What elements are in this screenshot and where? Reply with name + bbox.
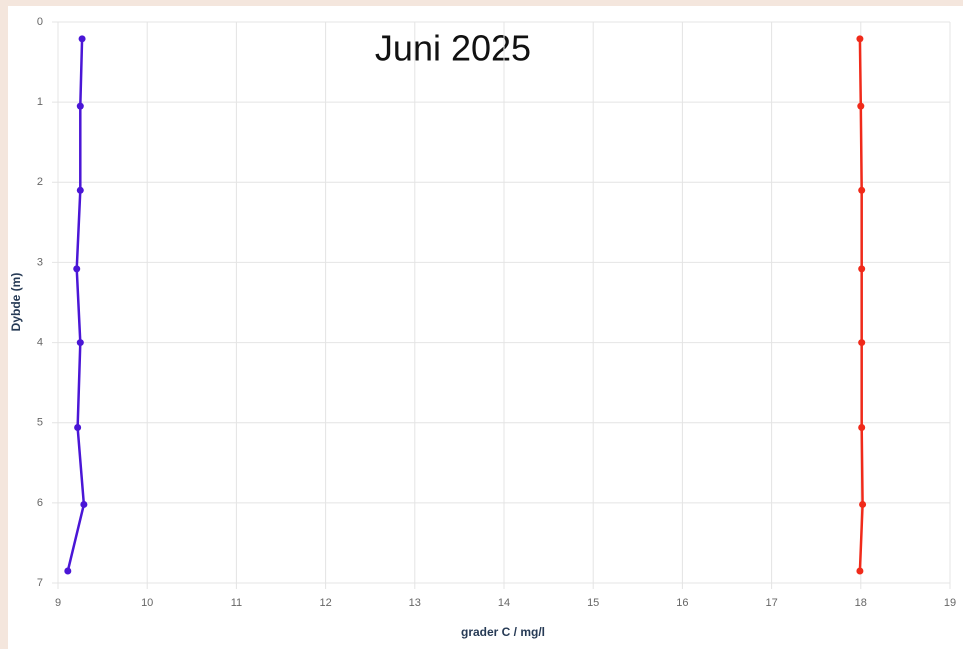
x-tick-label: 11 xyxy=(231,597,242,609)
data-point xyxy=(858,265,866,273)
chart-panel xyxy=(8,6,963,649)
series-line xyxy=(66,38,86,572)
y-tick-label: 6 xyxy=(37,497,43,509)
data-point xyxy=(856,35,864,43)
x-tick-label: 15 xyxy=(587,597,599,609)
data-point xyxy=(76,102,84,110)
data-point xyxy=(64,567,72,575)
series-line xyxy=(858,38,864,572)
data-point xyxy=(73,265,81,273)
chart-title: Juni 2025 xyxy=(375,28,531,69)
x-tick-label: 9 xyxy=(55,597,61,609)
data-point xyxy=(74,424,82,432)
x-tick-label: 14 xyxy=(498,597,510,609)
x-tick-label: 12 xyxy=(319,597,331,609)
x-tick-label: 13 xyxy=(409,597,421,609)
data-point xyxy=(858,339,866,347)
x-tick-label: 18 xyxy=(855,597,867,609)
data-point xyxy=(76,339,84,347)
x-tick-label: 17 xyxy=(765,597,777,609)
data-point xyxy=(857,102,865,110)
x-axis-label: grader C / mg/l xyxy=(461,625,545,639)
y-tick-label: 7 xyxy=(37,577,43,589)
y-tick-label: 3 xyxy=(37,256,43,268)
x-tick-label: 10 xyxy=(141,597,153,609)
data-point xyxy=(856,567,864,575)
data-point xyxy=(858,186,866,194)
x-tick-label: 16 xyxy=(676,597,688,609)
y-tick-label: 5 xyxy=(37,417,43,429)
data-point xyxy=(76,186,84,194)
data-point xyxy=(859,500,867,508)
x-tick-label: 19 xyxy=(944,597,956,609)
y-axis-label: Dybde (m) xyxy=(9,273,23,332)
data-point xyxy=(858,424,866,432)
y-tick-label: 2 xyxy=(37,176,43,188)
y-tick-label: 1 xyxy=(37,96,43,108)
data-point xyxy=(78,35,86,43)
y-tick-label: 0 xyxy=(37,16,43,28)
y-tick-label: 4 xyxy=(37,336,43,348)
data-point xyxy=(80,500,88,508)
